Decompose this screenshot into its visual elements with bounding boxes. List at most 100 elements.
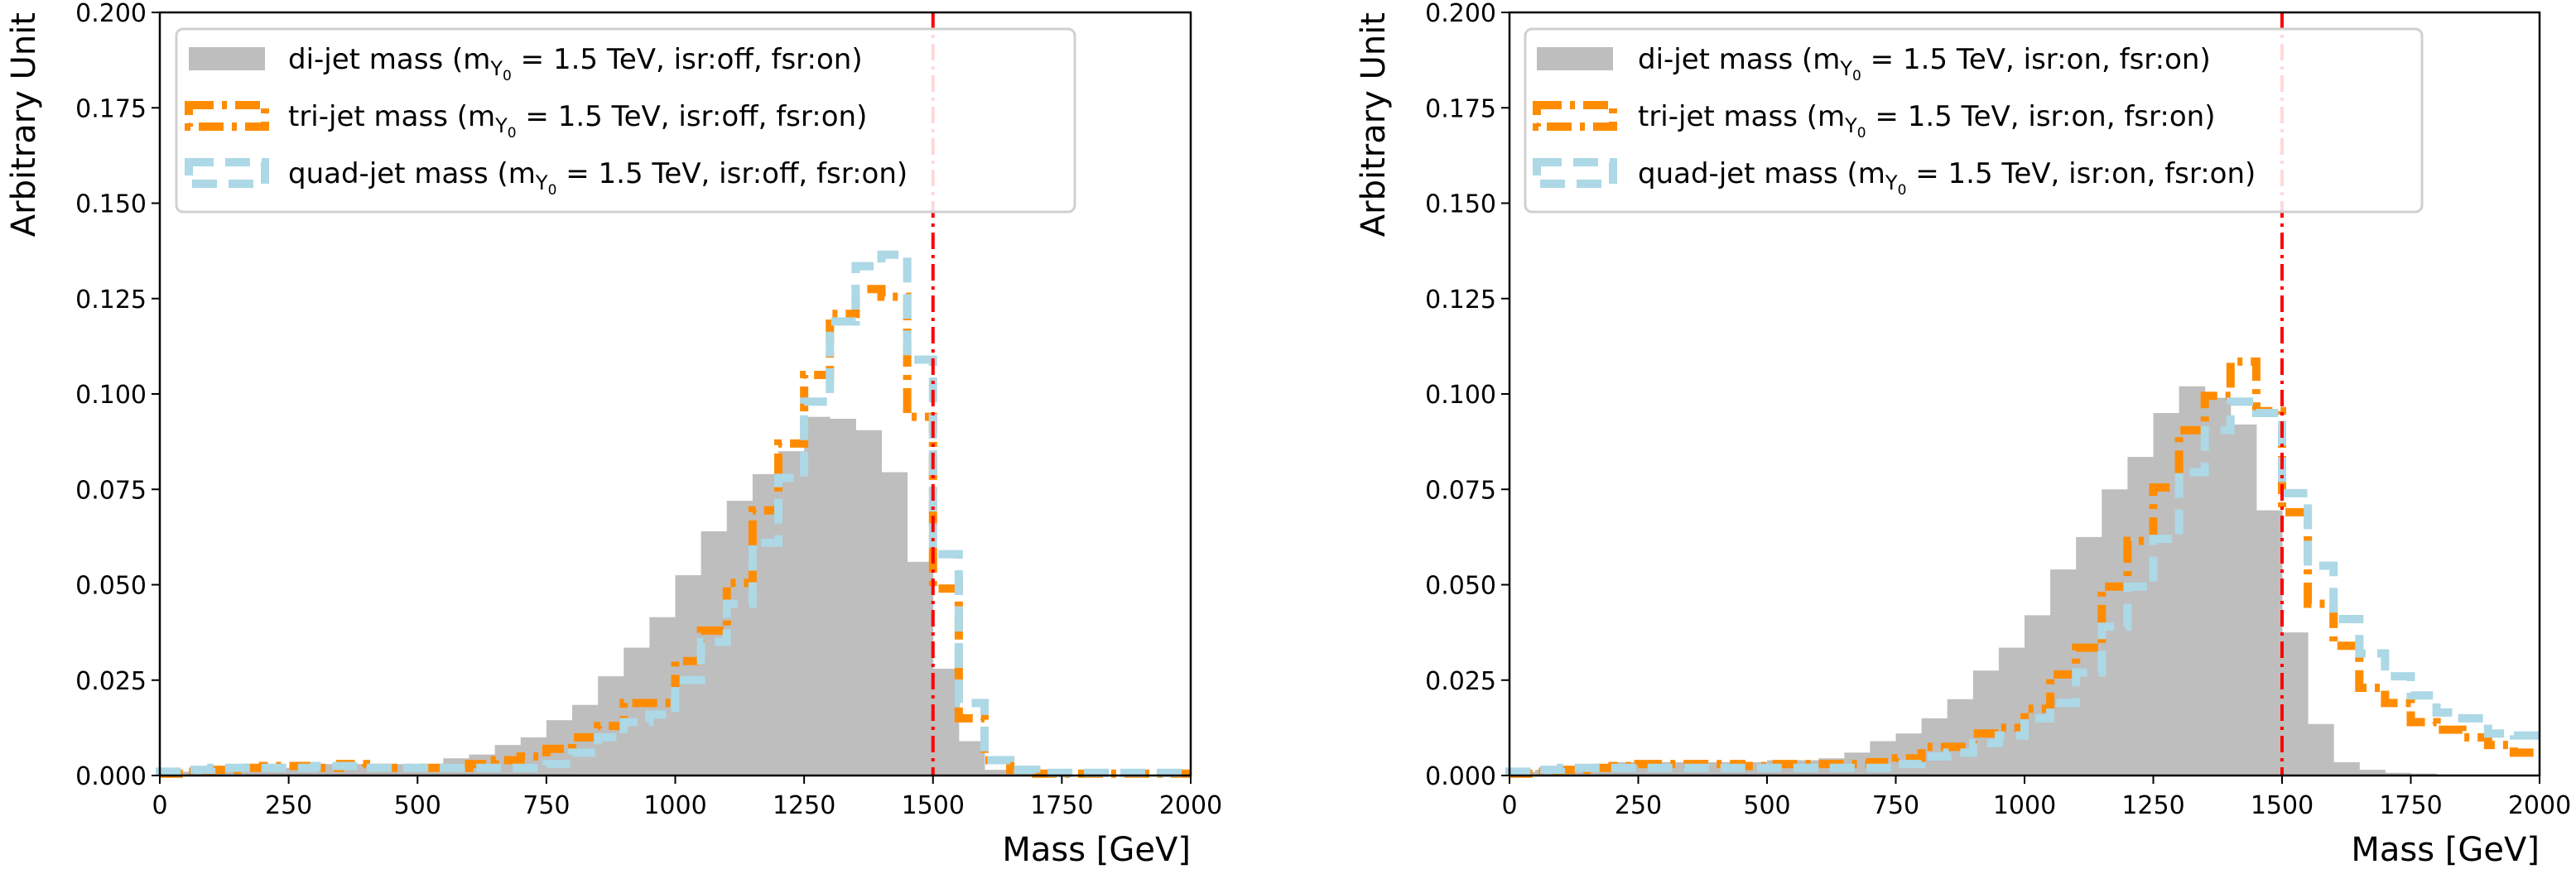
histogram-bar: [2179, 386, 2206, 776]
x-tick-label: 1500: [902, 791, 965, 820]
y-tick-label: 0.000: [1425, 762, 1496, 791]
histogram-bar: [1998, 647, 2025, 776]
legend-label-text: quad-jet mass (m: [1638, 157, 1885, 190]
histogram-bar: [2230, 424, 2257, 776]
histogram-bar: [1972, 670, 2000, 776]
series-quad: [1505, 397, 2540, 776]
legend-box: [175, 27, 1076, 214]
y-tick-label: 0.150: [1425, 190, 1496, 219]
histogram-bar: [2385, 772, 2411, 776]
panel-2: 0 250 500 750 1000 1250 1500 1750 2000 0.000 0.025…: [1355, 0, 2571, 869]
histogram-step-line: [156, 285, 1191, 778]
legend-handle-line: [185, 158, 269, 188]
legend-label-text: = 1.5 TeV, isr:off, fsr:on): [556, 157, 908, 190]
legend-entry-label: quad-jet mass (mY0 = 1.5 TeV, isr:off, f…: [288, 157, 908, 199]
x-tick-label: 750: [522, 791, 570, 820]
legend-label-subscript: Y: [1839, 57, 1852, 80]
y-tick-label: 0.025: [1425, 667, 1496, 696]
legend-label-subsubscript: 0: [548, 182, 557, 199]
legend-label-subsubscript: 0: [1857, 125, 1866, 142]
x-tick-label: 1000: [643, 791, 706, 820]
histogram-bar: [1947, 699, 1974, 776]
legend-label-subsubscript: 0: [503, 68, 512, 84]
legend-box: [1524, 27, 2424, 214]
histogram-bar: [2256, 510, 2283, 776]
x-tick-label: 1250: [2121, 791, 2184, 820]
y-axis-label: Arbitrary Unit: [1355, 12, 1393, 237]
histogram-bar: [2359, 770, 2386, 776]
legend-handle-filled: [189, 47, 265, 70]
legend-label-subsubscript: 0: [508, 125, 517, 142]
y-tick-label: 0.175: [1425, 94, 1496, 123]
legend-label-text: = 1.5 TeV, isr:on, fsr:on): [1906, 157, 2256, 190]
legend: di-jet mass (mY0 = 1.5 TeV, isr:on, fsr:…: [1524, 27, 2424, 214]
legend-label-subsubscript: 0: [1852, 68, 1861, 84]
x-tick-label: 2000: [2508, 791, 2571, 820]
panel-1: 0 250 500 750 1000 1250 1500 1750 2000 0.000 0.025…: [5, 0, 1222, 869]
y-tick-label: 0.075: [75, 476, 147, 505]
legend: di-jet mass (mY0 = 1.5 TeV, isr:off, fsr…: [175, 27, 1076, 214]
histogram-step-line: [156, 250, 1191, 777]
x-tick-label: 1000: [1993, 791, 2056, 820]
legend-entry-label: tri-jet mass (mY0 = 1.5 TeV, isr:off, fs…: [288, 100, 867, 142]
x-tick-label: 1750: [2379, 791, 2442, 820]
x-tick-label: 500: [1743, 791, 1790, 820]
y-tick-label: 0.100: [1425, 381, 1496, 410]
x-tick-label: 1500: [2251, 791, 2314, 820]
x-tick-label: 250: [265, 791, 312, 820]
series-quad: [156, 250, 1191, 777]
histogram-bar: [830, 418, 856, 776]
legend-label-subscript: Y: [1844, 114, 1857, 137]
x-tick-label: 0: [1501, 791, 1517, 820]
legend-label-text: tri-jet mass (m: [288, 100, 495, 133]
legend-label-subscript: Y: [489, 57, 503, 80]
legend-label-text: = 1.5 TeV, isr:off, fsr:on): [512, 43, 863, 76]
x-tick-label: 500: [394, 791, 441, 820]
histogram-bar: [2204, 397, 2232, 776]
histogram-bar: [2308, 723, 2334, 776]
histogram-step-line: [1505, 397, 2540, 776]
histogram-bar: [675, 574, 702, 776]
legend-label-text: = 1.5 TeV, isr:off, fsr:on): [517, 100, 868, 133]
legend-handle-line: [1533, 101, 1617, 131]
x-tick-label: 2000: [1159, 791, 1222, 820]
y-tick-label: 0.050: [1425, 572, 1496, 601]
legend-handle-line: [1533, 158, 1617, 188]
histogram-bar: [907, 561, 934, 776]
series-tri: [156, 285, 1191, 778]
histogram-bar: [2333, 761, 2360, 776]
legend-entry-label: di-jet mass (mY0 = 1.5 TeV, isr:off, fsr…: [288, 43, 863, 84]
histogram-bar: [985, 770, 1011, 776]
legend-handle-filled: [1537, 47, 1613, 70]
series-tri: [1505, 357, 2540, 778]
histogram-bar: [804, 416, 831, 776]
histogram-step-line: [1505, 357, 2540, 778]
legend-label-text: quad-jet mass (m: [288, 157, 536, 190]
legend-handle-line: [185, 101, 269, 131]
y-tick-label: 0.000: [75, 762, 147, 791]
y-tick-label: 0.200: [75, 0, 147, 28]
histogram-bar: [2127, 457, 2154, 776]
y-tick-label: 0.125: [1425, 286, 1496, 315]
legend-label-subsubscript: 0: [1898, 182, 1907, 199]
legend-entry-label: di-jet mass (mY0 = 1.5 TeV, isr:on, fsr:…: [1638, 43, 2211, 84]
x-axis-label: Mass [GeV]: [1002, 831, 1191, 869]
histogram-bar: [752, 473, 779, 776]
y-tick-label: 0.025: [75, 667, 147, 696]
x-tick-label: 750: [1872, 791, 1919, 820]
legend-label-text: = 1.5 TeV, isr:on, fsr:on): [1861, 43, 2211, 76]
histogram-bar: [237, 770, 263, 776]
y-tick-label: 0.050: [75, 572, 147, 601]
histogram-bar: [881, 472, 908, 776]
legend-label-subscript: Y: [494, 114, 508, 137]
histogram-bar: [855, 430, 882, 776]
x-axis-label: Mass [GeV]: [2351, 831, 2540, 869]
histogram-bar: [701, 531, 728, 776]
y-axis-label: Arbitrary Unit: [5, 12, 43, 237]
legend-label-text: di-jet mass (m: [288, 43, 490, 76]
series-di: [160, 416, 1192, 776]
y-tick-label: 0.075: [1425, 476, 1496, 505]
x-tick-label: 1750: [1030, 791, 1093, 820]
legend-label-subscript: Y: [535, 171, 548, 194]
